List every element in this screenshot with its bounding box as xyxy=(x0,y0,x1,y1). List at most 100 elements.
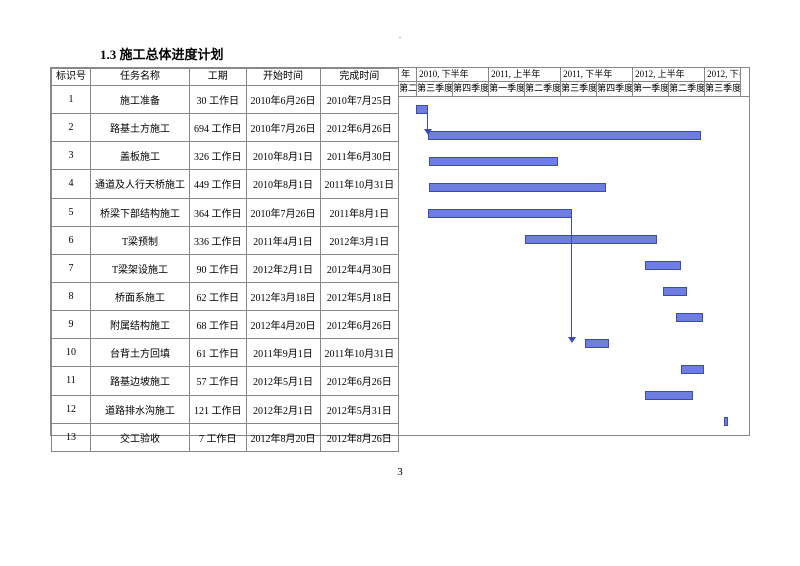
gantt-bar xyxy=(416,105,428,114)
cell-end: 2011年10月31日 xyxy=(320,170,399,198)
cell-dur: 694 工作日 xyxy=(190,114,247,142)
dependency-arrow-icon xyxy=(424,129,432,135)
cell-name: 路基土方施工 xyxy=(91,114,190,142)
table-row: 8桥面系施工62 工作日2012年3月18日2012年5月18日 xyxy=(52,282,399,310)
gantt-row xyxy=(399,175,749,201)
timeline-quarter: 第一季度 xyxy=(633,82,669,96)
cell-id: 13 xyxy=(52,423,91,451)
cell-dur: 90 工作日 xyxy=(190,254,247,282)
table-row: 13交工验收7 工作日2012年8月20日2012年8月26日 xyxy=(52,423,399,451)
cell-dur: 61 工作日 xyxy=(190,339,247,367)
cell-name: 通道及人行天桥施工 xyxy=(91,170,190,198)
dependency-arrow-icon xyxy=(568,337,576,343)
cell-name: 台背土方回填 xyxy=(91,339,190,367)
task-table: 标识号 任务名称 工期 开始时间 完成时间 1施工准备30 工作日2010年6月… xyxy=(51,68,399,452)
table-row: 9附属结构施工68 工作日2012年4月20日2012年6月26日 xyxy=(52,311,399,339)
cell-name: T梁架设施工 xyxy=(91,254,190,282)
dependency-link xyxy=(427,114,428,129)
gantt-row xyxy=(399,253,749,279)
col-dur-header: 工期 xyxy=(190,69,247,86)
cell-name: 道路排水沟施工 xyxy=(91,395,190,423)
cell-name: 桥梁下部结构施工 xyxy=(91,198,190,226)
cell-start: 2012年2月1日 xyxy=(246,395,320,423)
gantt-bar xyxy=(429,157,557,166)
timeline-half: 2012, 上半年 xyxy=(633,68,705,82)
cell-name: 盖板施工 xyxy=(91,142,190,170)
cell-start: 2010年8月1日 xyxy=(246,170,320,198)
cell-dur: 57 工作日 xyxy=(190,367,247,395)
gantt-row xyxy=(399,357,749,383)
cell-dur: 449 工作日 xyxy=(190,170,247,198)
header-dot: . xyxy=(50,30,750,40)
cell-id: 1 xyxy=(52,86,91,114)
section-title: 1.3 施工总体进度计划 xyxy=(100,44,750,63)
gantt-row xyxy=(399,97,749,123)
timeline-half: 2011, 上半年 xyxy=(489,68,561,82)
table-row: 2路基土方施工694 工作日2010年7月26日2012年6月26日 xyxy=(52,114,399,142)
cell-start: 2012年5月1日 xyxy=(246,367,320,395)
timeline-year-col: 年 xyxy=(399,68,417,82)
timeline-quarter: 第四季度 xyxy=(453,82,489,96)
timeline-half: 2012, 下半 xyxy=(705,68,741,82)
cell-end: 2012年6月26日 xyxy=(320,114,399,142)
gantt-bar xyxy=(724,417,728,426)
cell-start: 2011年4月1日 xyxy=(246,226,320,254)
cell-dur: 68 工作日 xyxy=(190,311,247,339)
cell-name: T梁预制 xyxy=(91,226,190,254)
table-row: 6T梁预制336 工作日2011年4月1日2012年3月1日 xyxy=(52,226,399,254)
timeline-half: 2011, 下半年 xyxy=(561,68,633,82)
cell-dur: 30 工作日 xyxy=(190,86,247,114)
col-start-header: 开始时间 xyxy=(246,69,320,86)
cell-id: 2 xyxy=(52,114,91,142)
gantt-bar xyxy=(645,391,693,400)
cell-dur: 7 工作日 xyxy=(190,423,247,451)
cell-start: 2012年3月18日 xyxy=(246,282,320,310)
gantt-bar xyxy=(645,261,681,270)
cell-id: 3 xyxy=(52,142,91,170)
timeline-quarter: 第三季度 xyxy=(705,82,741,96)
gantt-row xyxy=(399,149,749,175)
table-row: 1施工准备30 工作日2010年6月26日2010年7月25日 xyxy=(52,86,399,114)
cell-dur: 364 工作日 xyxy=(190,198,247,226)
gantt-row xyxy=(399,409,749,435)
table-row: 5桥梁下部结构施工364 工作日2010年7月26日2011年8月1日 xyxy=(52,198,399,226)
cell-start: 2010年7月26日 xyxy=(246,114,320,142)
cell-dur: 121 工作日 xyxy=(190,395,247,423)
col-end-header: 完成时间 xyxy=(320,69,399,86)
timeline-quarter: 第二季度 xyxy=(399,82,417,96)
cell-end: 2012年8月26日 xyxy=(320,423,399,451)
gantt-row xyxy=(399,227,749,253)
gantt-row xyxy=(399,279,749,305)
cell-dur: 326 工作日 xyxy=(190,142,247,170)
table-row: 10台背土方回填61 工作日2011年9月1日2011年10月31日 xyxy=(52,339,399,367)
cell-end: 2011年8月1日 xyxy=(320,198,399,226)
cell-end: 2011年6月30日 xyxy=(320,142,399,170)
cell-id: 8 xyxy=(52,282,91,310)
gantt-chart: 年2010, 下半年2011, 上半年2011, 下半年2012, 上半年201… xyxy=(399,68,749,435)
timeline-quarter: 第四季度 xyxy=(597,82,633,96)
cell-start: 2010年7月26日 xyxy=(246,198,320,226)
table-row: 7T梁架设施工90 工作日2012年2月1日2012年4月30日 xyxy=(52,254,399,282)
gantt-row xyxy=(399,383,749,409)
gantt-bar xyxy=(681,365,704,374)
gantt-row xyxy=(399,201,749,227)
table-row: 4通道及人行天桥施工449 工作日2010年8月1日2011年10月31日 xyxy=(52,170,399,198)
gantt-bar xyxy=(676,313,702,322)
cell-end: 2010年7月25日 xyxy=(320,86,399,114)
cell-end: 2012年4月30日 xyxy=(320,254,399,282)
page-number: 3 xyxy=(50,466,750,478)
cell-id: 7 xyxy=(52,254,91,282)
cell-id: 6 xyxy=(52,226,91,254)
timeline-half: 2010, 下半年 xyxy=(417,68,489,82)
cell-end: 2012年5月18日 xyxy=(320,282,399,310)
cell-end: 2012年6月26日 xyxy=(320,367,399,395)
cell-id: 5 xyxy=(52,198,91,226)
timeline-quarter: 第一季度 xyxy=(489,82,525,96)
cell-name: 桥面系施工 xyxy=(91,282,190,310)
gantt-bar xyxy=(585,339,609,348)
gantt-row xyxy=(399,123,749,149)
gantt-row xyxy=(399,331,749,357)
cell-id: 9 xyxy=(52,311,91,339)
cell-dur: 62 工作日 xyxy=(190,282,247,310)
cell-end: 2012年6月26日 xyxy=(320,311,399,339)
